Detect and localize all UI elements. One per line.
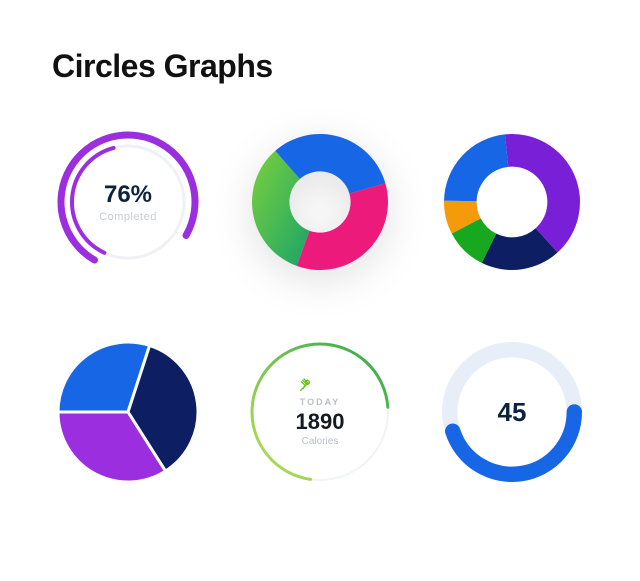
calorie-value: 1890 xyxy=(296,409,345,435)
progress-value: 76% xyxy=(99,181,157,209)
calorie-today-label: TODAY xyxy=(296,397,345,407)
page-title: Circles Graphs xyxy=(52,48,588,85)
charts-grid: 76% Completed TODAY 1890 Calories xyxy=(52,127,588,487)
donut-gradient-chart xyxy=(245,127,395,277)
progress-subtext: Completed xyxy=(99,211,157,223)
donut-multi-chart xyxy=(437,127,587,277)
utensils-icon xyxy=(296,377,345,393)
calorie-ring-chart: TODAY 1890 Calories xyxy=(245,337,395,487)
progress-ring-chart: 76% Completed xyxy=(53,127,203,277)
percent-ring-chart: 45 xyxy=(437,337,587,487)
percent-value: 45 xyxy=(498,397,527,428)
pie-chart xyxy=(53,337,203,487)
calorie-subtext: Calories xyxy=(296,436,345,447)
